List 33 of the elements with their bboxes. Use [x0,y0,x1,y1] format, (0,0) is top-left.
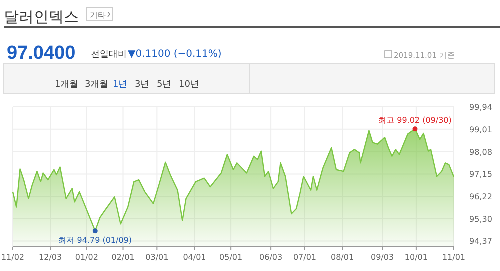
x-tick-label: 12/03 [39,253,62,262]
text: 3개월 [85,80,109,90]
text: 3년 [135,80,150,90]
x-tick-label: 05/01 [220,253,243,262]
x-tick-label: 02/01 [112,253,135,262]
x-tick-label: 04/01 [183,253,206,262]
text: 10년 [179,80,200,90]
text: 97.0400 [7,43,76,64]
x-tick-label: 06/03 [260,253,283,262]
x-tick-label: 07/01 [293,253,317,262]
text: 1개월 [55,80,79,90]
x-tick-label: 09/03 [370,253,394,262]
y-tick-label: 96,22 [470,192,492,202]
annotation: 최고 99.02 (09/30) [378,116,452,126]
y-tick-label: 98,08 [470,148,492,157]
text: 전일대비 [91,50,127,60]
y-tick-label: 99,01 [470,125,492,134]
text: 5년 [157,80,172,90]
text: 1년 [113,80,128,90]
y-tick-label: 94,37 [470,237,492,246]
y-tick-label: 95,30 [470,214,492,224]
x-tick-label: 11/01 [442,253,466,262]
x-tick-label: 03/01 [146,253,169,262]
x-tick-label: 08/01 [331,253,354,262]
chart-title: 달러인덱스 [4,8,79,26]
x-tick-label: 10/01 [404,253,428,262]
y-tick-label: 97,15 [470,170,492,180]
x-tick-label: 11/02 [1,253,25,262]
other-button: 기타 [86,8,114,22]
y-tick-label: 99,94 [470,103,492,112]
x-tick-label: 01/02 [75,253,98,262]
text: ▼0.1100 (−0.11%) [128,49,222,60]
annotation: 최저 94.79 (01/09) [58,236,132,246]
